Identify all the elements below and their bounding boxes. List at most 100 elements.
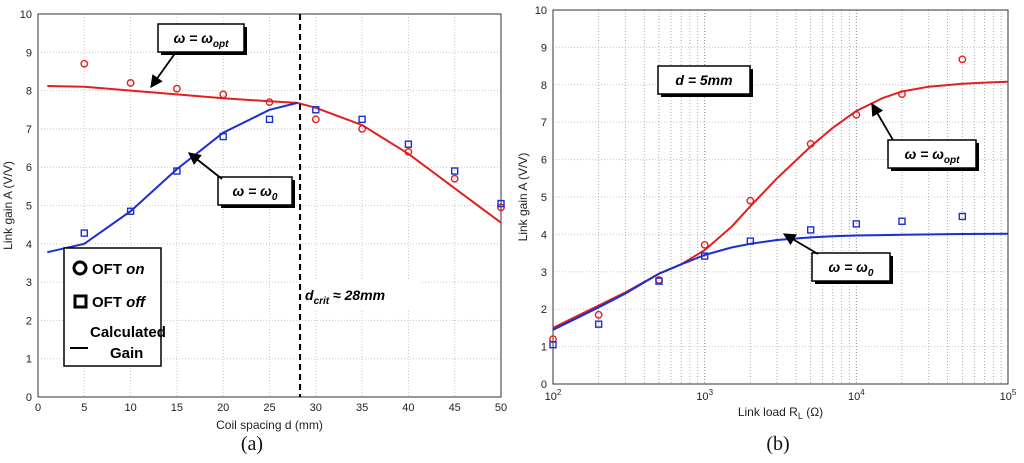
critical-label-bg <box>302 281 420 309</box>
y-tick-label: 10 <box>535 5 547 17</box>
annotation-omega-0-b-box <box>811 252 891 282</box>
y-tick-label: 9 <box>541 42 547 54</box>
data-point-oft-off <box>700 252 709 260</box>
data-point-oft-on <box>497 203 505 212</box>
x-axis-label: Coil spacing d (mm) <box>216 418 323 432</box>
plot-frame <box>37 13 502 398</box>
x-tick-label: 105 <box>1000 388 1017 403</box>
annotation-omega-opt-b-text: ω = ωopt <box>905 146 961 166</box>
annotation-omega-0-b-text: ω = ω0 <box>829 259 874 279</box>
data-point-oft-off <box>265 115 274 124</box>
series-line-calculated-gain <box>47 101 298 254</box>
data-point-oft-off <box>173 167 181 175</box>
data-point-oft-off <box>549 341 557 349</box>
data-point-oft-on <box>311 115 320 124</box>
x-axis-label: Link load RL (Ω) <box>738 405 823 421</box>
data-point-oft-on <box>219 90 228 99</box>
y-tick-label: 8 <box>541 80 547 92</box>
panel-label-a: (a) <box>241 433 263 455</box>
data-point-oft-off <box>404 140 413 148</box>
data-point-oft-on <box>958 55 967 64</box>
x-tick-label: 40 <box>402 402 414 414</box>
data-point-oft-on <box>852 110 861 119</box>
data-point-oft-on <box>898 90 906 99</box>
data-point-oft-on <box>806 139 815 148</box>
x-tick-label: 104 <box>848 388 865 403</box>
chart-b: 0 1 2 3 4 5 6 7 8 9 10 102 103 104 105 Link load RL (Ω)… <box>516 5 1017 421</box>
annotation-omega-opt-a-box <box>157 23 245 53</box>
data-point-oft-off <box>80 229 89 237</box>
data-point-oft-off <box>898 217 906 226</box>
data-point-oft-on <box>358 124 366 133</box>
y-tick-label: 4 <box>541 229 547 241</box>
legend-marker-square <box>73 294 88 309</box>
x-tick-label: 103 <box>696 388 713 403</box>
y-tick-label: 2 <box>541 304 547 316</box>
legend-box <box>63 247 162 367</box>
data-point-oft-off <box>358 115 366 124</box>
y-tick-label: 0 <box>541 379 547 391</box>
x-tick-label: 0 <box>35 402 41 414</box>
legend-label-calculated: Calculated <box>90 324 166 341</box>
y-tick-label: 6 <box>26 162 32 174</box>
data-point-oft-on <box>265 98 274 106</box>
series-line-calculated-gain <box>552 232 1009 331</box>
x-tick-label: 30 <box>310 402 322 414</box>
data-point-oft-off <box>958 212 967 221</box>
y-tick-label: 9 <box>26 47 32 59</box>
annotation-omega-opt-a-text: ω = ωopt <box>174 30 230 50</box>
legend: OFT on OFT off Calculated Gain <box>63 247 166 367</box>
y-tick-label: 2 <box>26 315 32 327</box>
data-point-oft-off <box>655 277 663 285</box>
y-tick-label: 8 <box>26 86 32 98</box>
plot-area <box>553 10 1008 384</box>
data-point-oft-off <box>497 199 505 208</box>
annotation-omega-0-a-text: ω = ω0 <box>233 183 278 203</box>
data-point-oft-on <box>404 147 413 156</box>
x-tick-label: 102 <box>545 388 562 403</box>
data-point-oft-on <box>594 310 603 319</box>
data-point-oft-off <box>451 167 459 175</box>
data-point-oft-off <box>806 226 815 234</box>
x-tick-label: 45 <box>449 402 461 414</box>
x-tick-label: 10 <box>124 402 136 414</box>
x-tick-label: 15 <box>171 402 183 414</box>
y-tick-label: 7 <box>541 117 547 129</box>
y-tick-label: 6 <box>541 155 547 167</box>
data-point-oft-on <box>126 79 135 87</box>
annotation-arrow-omega-opt-a <box>150 51 177 89</box>
legend-marker-circle <box>72 260 88 276</box>
y-tick-label: 1 <box>26 354 32 366</box>
legend-label-gain: Gain <box>110 345 143 362</box>
plot-frame <box>552 9 1009 385</box>
x-tick-label: 35 <box>356 402 368 414</box>
x-tick-label: 20 <box>217 402 229 414</box>
panel-label-b: (b) <box>766 433 789 455</box>
y-tick-label: 1 <box>541 342 547 354</box>
legend-label-oft-off: OFT off <box>92 294 147 311</box>
y-tick-label: 5 <box>541 192 547 204</box>
data-point-oft-on <box>172 84 181 93</box>
y-tick-label: 7 <box>26 124 32 136</box>
annotation-omega-opt-b-box <box>887 139 977 169</box>
annotation-d-5mm-text: d = 5mm <box>675 72 732 88</box>
data-point-oft-off <box>126 207 135 215</box>
series-line-calculated-gain <box>47 85 502 224</box>
y-axis-label: Link gain A (V/V) <box>1 161 15 250</box>
data-point-oft-off <box>746 237 755 245</box>
data-point-oft-on <box>450 174 459 183</box>
data-point-oft-off <box>219 132 227 141</box>
annotation-d-5mm-box <box>657 65 751 95</box>
legend-label-oft-on: OFT on <box>92 261 145 278</box>
x-tick-label: 5 <box>81 402 87 414</box>
data-point-oft-on <box>80 59 89 68</box>
data-point-oft-off <box>852 220 861 228</box>
y-axis-label: Link gain A (V/V) <box>516 153 530 242</box>
annotation-arrow-omega-0-a <box>188 152 223 180</box>
x-tick-label: 25 <box>263 402 275 414</box>
annotation-arrow-omega-opt-b <box>871 102 894 141</box>
data-point-oft-off <box>594 320 603 328</box>
data-point-oft-off <box>312 106 320 114</box>
y-tick-label: 10 <box>20 9 32 21</box>
data-point-oft-on <box>746 196 755 205</box>
